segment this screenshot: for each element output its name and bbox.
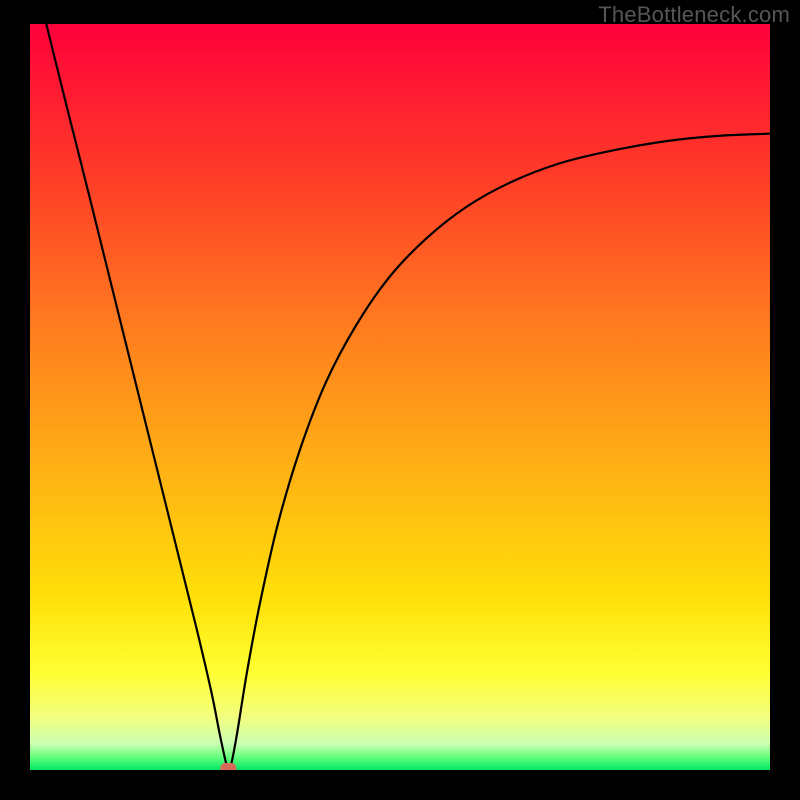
chart-frame: TheBottleneck.com <box>0 0 800 800</box>
bottleneck-curve <box>46 24 770 770</box>
curve-layer <box>30 24 770 770</box>
apex-marker <box>220 763 236 770</box>
plot-area <box>30 24 770 770</box>
watermark-text: TheBottleneck.com <box>598 2 790 28</box>
